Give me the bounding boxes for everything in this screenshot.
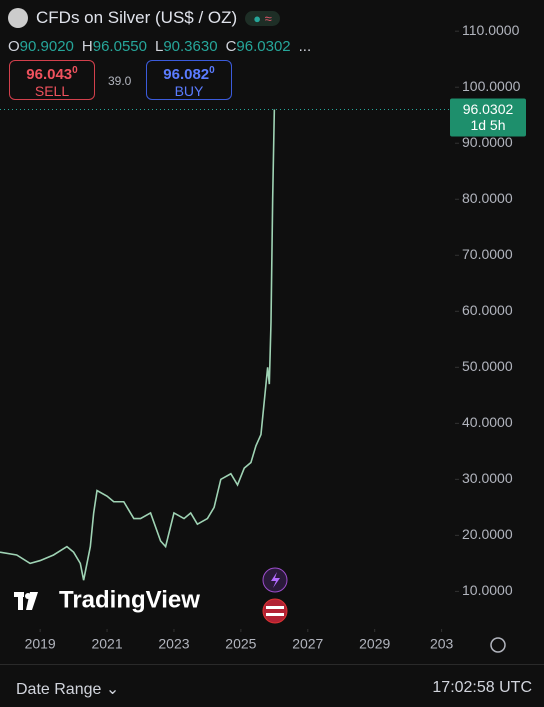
settings-icon[interactable] xyxy=(490,637,506,653)
ohlc-key: L xyxy=(154,38,164,55)
ohlc-key: O xyxy=(8,38,20,55)
footer: Date Range ⌄ 17:02:58 UTC xyxy=(0,664,544,707)
y-tick-label: 20.0000 xyxy=(462,526,513,542)
ohlc-item: C96.0302 xyxy=(226,38,291,55)
buy-price-sup: 0 xyxy=(209,65,215,76)
last-price-box xyxy=(450,98,526,137)
ohlc-value: 90.3630 xyxy=(163,38,218,55)
sell-price: 96.043 xyxy=(26,66,73,83)
x-tick-label: 2029 xyxy=(359,636,390,652)
last-price-label: 96.0302 xyxy=(463,101,514,117)
ohlc-more[interactable]: ... xyxy=(298,38,312,55)
ohlc-item: H96.0550 xyxy=(82,38,147,55)
ohlc-value: 96.0550 xyxy=(92,38,147,55)
y-tick-label: 50.0000 xyxy=(462,358,513,374)
ohlc-key: H xyxy=(81,38,93,55)
ohlc-value: 90.9020 xyxy=(19,38,74,55)
status-pill[interactable]: ● ≈ xyxy=(245,10,280,26)
y-tick-label: 100.0000 xyxy=(462,78,521,94)
y-tick-label: 70.0000 xyxy=(462,246,513,262)
x-tick-label: 2021 xyxy=(91,636,122,652)
y-tick-label: 40.0000 xyxy=(462,414,513,430)
date-range[interactable]: Date Range ⌄ xyxy=(16,681,120,698)
watermark: TradingView xyxy=(59,586,200,613)
watermark-logo xyxy=(14,592,38,610)
clock: 17:02:58 UTC xyxy=(432,679,532,696)
symbol-icon xyxy=(8,8,28,28)
date-range-label: Date Range xyxy=(16,681,102,698)
y-tick-label: 110.0000 xyxy=(462,22,520,38)
spread: 39.0 xyxy=(108,74,132,88)
ohlc-row: O90.9020 H96.0550 L90.3630 C96.0302... xyxy=(8,38,311,55)
flag-icon[interactable] xyxy=(262,598,288,624)
x-tick-label: 2027 xyxy=(292,636,323,652)
sell-label: SELL xyxy=(34,83,70,99)
ohlc-key: C xyxy=(225,38,237,55)
x-tick-label: 203 xyxy=(430,636,454,652)
symbol-title: CFDs on Silver (US$ / OZ) xyxy=(36,8,238,27)
chart: 203 2029 2027 2025 2023 2021 2019 110.0000 100.0… xyxy=(0,22,526,653)
x-tick-label: 2023 xyxy=(158,636,189,652)
y-tick-label: 30.0000 xyxy=(462,470,513,486)
last-price-note: 1d 5h xyxy=(470,117,505,133)
y-tick-label: 10.0000 xyxy=(462,582,513,598)
buy-price: 96.082 xyxy=(163,66,210,83)
buy-label: BUY xyxy=(174,83,204,99)
ohlc-item: L90.3630 xyxy=(155,38,218,55)
sell-price-sup: 0 xyxy=(72,65,78,76)
y-tick-label: 80.0000 xyxy=(462,190,513,206)
price-line xyxy=(0,109,276,581)
ohlc-value: 96.0302 xyxy=(236,38,291,55)
buy-button[interactable]: 96.0820 BUY xyxy=(146,60,232,100)
ohlc-item: O90.9020 xyxy=(8,38,74,55)
x-tick-label: 2019 xyxy=(25,636,56,652)
x-tick-label: 2025 xyxy=(225,636,256,652)
y-tick-label: 60.0000 xyxy=(462,302,513,318)
symbol-header: CFDs on Silver (US$ / OZ) ● ≈ xyxy=(8,8,280,28)
sell-button[interactable]: 96.0430 SELL xyxy=(9,60,95,100)
y-tick-label: 90.0000 xyxy=(462,134,513,150)
